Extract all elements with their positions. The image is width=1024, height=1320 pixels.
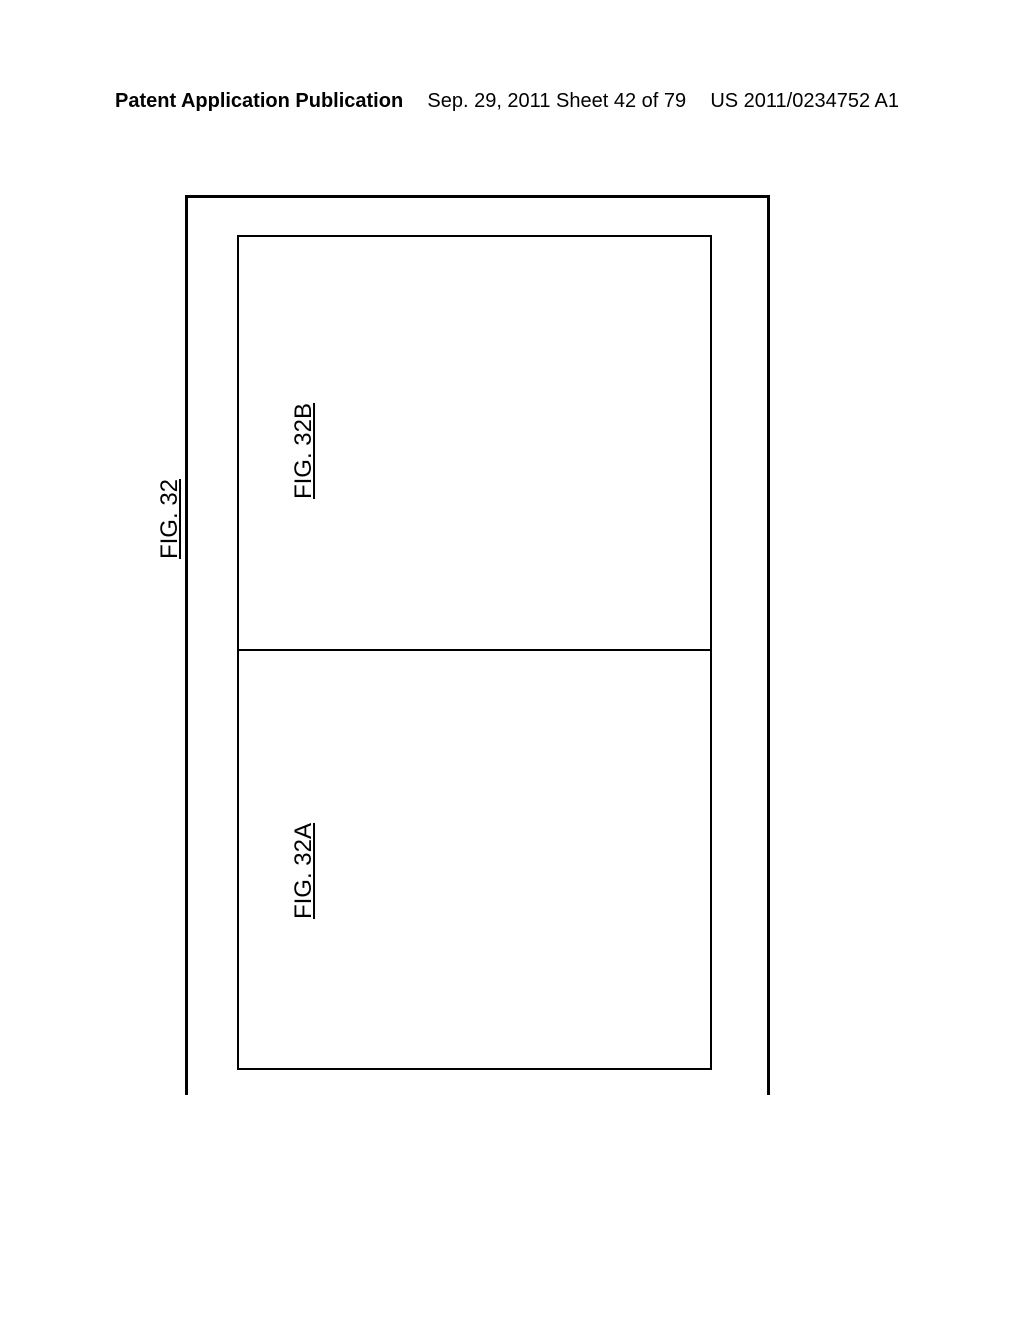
- page-header: Patent Application Publication Sep. 29, …: [0, 90, 1024, 113]
- figure-sub-label-b: FIG. 32B: [290, 403, 318, 499]
- figure-inner-box: FIG. 32B FIG. 32A: [237, 235, 712, 1070]
- publication-type: Patent Application Publication: [115, 90, 403, 113]
- publication-number: US 2011/0234752 A1: [710, 90, 899, 113]
- figure-main-label: FIG. 32: [156, 479, 184, 559]
- figure-sub-label-a: FIG. 32A: [290, 823, 318, 919]
- figure-divider: [239, 649, 710, 651]
- date-sheet: Sep. 29, 2011 Sheet 42 of 79: [427, 90, 686, 113]
